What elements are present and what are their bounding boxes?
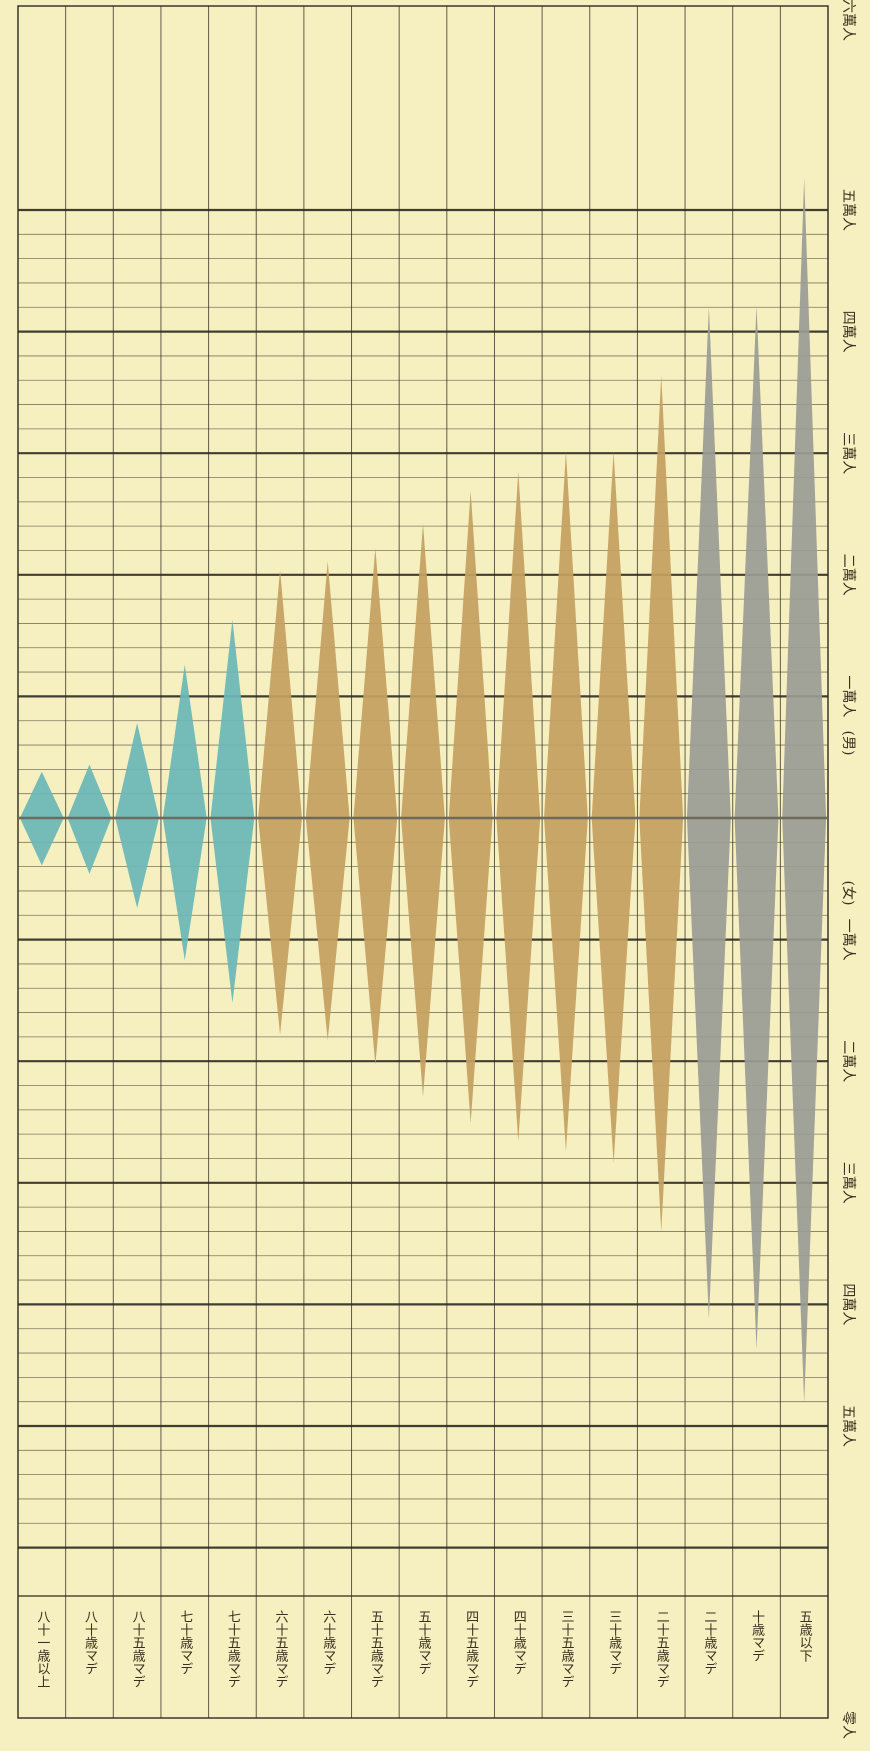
category-label: 三十歳マデ [606,1610,622,1675]
pyramid-bar [353,548,398,1065]
category-label: 十歳マデ [749,1610,765,1662]
axis-tick-label: 三萬人 [840,432,856,474]
category-label: 六十五歳マデ [273,1610,289,1688]
category-label: 五歳以下 [797,1610,813,1662]
axis-tick-label: 三萬人 [840,1162,856,1204]
category-label: 六十歳マデ [320,1610,336,1675]
pyramid-bar [210,619,255,1003]
pyramid-bar [686,307,731,1319]
axis-tick-label: 四萬人 [840,311,856,353]
category-label: 五十歳マデ [416,1610,432,1675]
pyramid-bar [782,178,827,1403]
axis-start-label: 零人 [840,1711,856,1739]
axis-tick-label: 五萬人 [840,1405,856,1447]
axis-end-label: 六萬人 [840,0,856,41]
pyramid-bar [258,569,302,1035]
pyramid-bar [639,375,684,1232]
category-label: 八十五歳マデ [130,1610,146,1688]
axis-tick-label: 四萬人 [840,1283,856,1325]
axis-tick-label: 二萬人 [840,554,856,596]
chart-frame [17,5,829,1719]
pyramid-bar [162,664,207,961]
pyramid-bar [401,523,445,1097]
pyramid-bar [305,561,350,1041]
pyramid-bar [734,306,779,1350]
pyramid-bar [591,451,636,1164]
axis-tick-label: 五萬人 [840,189,856,231]
category-label: 四十五歳マデ [463,1610,479,1688]
pyramid-bar [496,471,541,1142]
axis-tick-label: 二萬人 [840,1040,856,1082]
axis-tick-label: 一萬人 [840,675,856,717]
category-label: 四十歳マデ [511,1610,527,1675]
pyramid-bar [448,490,493,1124]
category-label: 三十五歳マデ [558,1610,574,1688]
pyramid-bar [544,451,588,1152]
male-label: (男) [840,731,856,756]
category-label: 二十歳マデ [701,1610,717,1675]
category-label: 八十歳マデ [82,1610,98,1675]
pyramid-bar [115,723,160,908]
category-label: 七十歳マデ [177,1610,193,1675]
category-label: 五十五歳マデ [368,1610,384,1688]
category-label: 八十一歳以上 [34,1610,50,1688]
category-label: 二十五歳マデ [654,1610,670,1688]
female-label: (女) [840,881,857,906]
axis-tick-label: 一萬人 [840,919,856,961]
category-label: 七十五歳マデ [225,1610,241,1688]
